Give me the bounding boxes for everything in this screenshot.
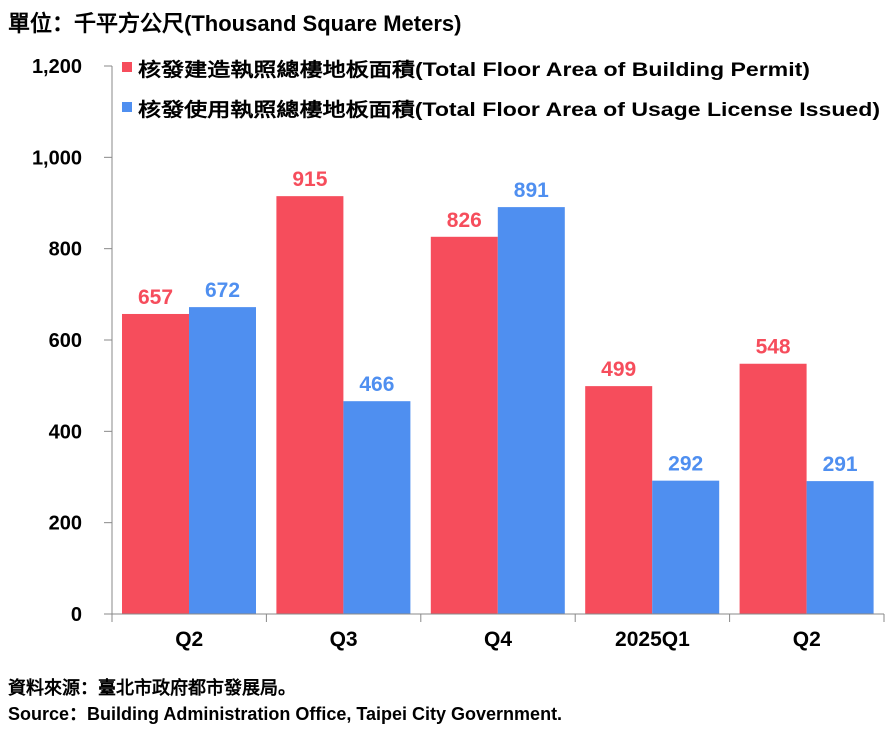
x-category-label: 2025Q1 xyxy=(615,628,690,651)
source-line-english: Source：Building Administration Office, T… xyxy=(8,704,563,724)
data-label: 292 xyxy=(668,453,703,476)
x-category-label: Q2 xyxy=(175,628,203,651)
bar-permit xyxy=(276,196,344,614)
source-line-chinese: 資料來源：臺北市政府都市發展局。 xyxy=(8,678,296,698)
legend: 核發建造執照總樓地板面積(Total Floor Area of Buildin… xyxy=(122,58,880,121)
x-axis: Q2 Q3 Q4 2025Q1 Q2 xyxy=(111,613,885,651)
legend-swatch-permit xyxy=(122,62,132,72)
legend-label-license: 核發使用執照總樓地板面積(Total Floor Area of Usage L… xyxy=(138,98,880,121)
data-label: 548 xyxy=(756,336,791,359)
bars xyxy=(122,196,874,615)
bar-license xyxy=(497,207,565,615)
data-label: 657 xyxy=(138,286,173,309)
legend-swatch-license xyxy=(122,102,132,112)
bar-permit xyxy=(585,386,653,614)
bar-license xyxy=(343,401,411,614)
y-tick-label: 0 xyxy=(71,604,82,626)
bar-permit xyxy=(122,313,189,614)
y-tick-label: 1,200 xyxy=(32,56,82,78)
data-label: 466 xyxy=(359,373,394,396)
y-tick-label: 400 xyxy=(49,421,82,443)
data-label: 672 xyxy=(205,279,240,302)
bar-license xyxy=(189,307,256,614)
y-tick-label: 200 xyxy=(49,513,82,535)
bar-license xyxy=(806,481,874,614)
data-label: 291 xyxy=(823,453,858,476)
y-tick-label: 800 xyxy=(49,239,82,261)
data-label: 915 xyxy=(292,168,327,191)
x-category-label: Q2 xyxy=(793,628,821,651)
y-axis-ticks: 0 200 400 600 800 1,000 1,200 xyxy=(32,56,113,626)
bar-permit xyxy=(739,363,807,614)
y-tick-label: 600 xyxy=(49,330,82,352)
x-category-label: Q3 xyxy=(330,628,358,651)
x-category-label: Q4 xyxy=(484,628,512,651)
bar-permit xyxy=(430,236,498,614)
y-tick-label: 1,000 xyxy=(32,147,82,169)
data-label: 826 xyxy=(447,209,482,232)
legend-label-permit: 核發建造執照總樓地板面積(Total Floor Area of Buildin… xyxy=(138,58,810,81)
data-labels: 657 915 826 499 548 672 466 891 292 291 xyxy=(138,168,858,476)
data-label: 891 xyxy=(514,179,549,202)
unit-label: 單位：千平方公尺(Thousand Square Meters) xyxy=(8,11,462,36)
bar-license xyxy=(652,480,720,614)
data-label: 499 xyxy=(601,358,636,381)
